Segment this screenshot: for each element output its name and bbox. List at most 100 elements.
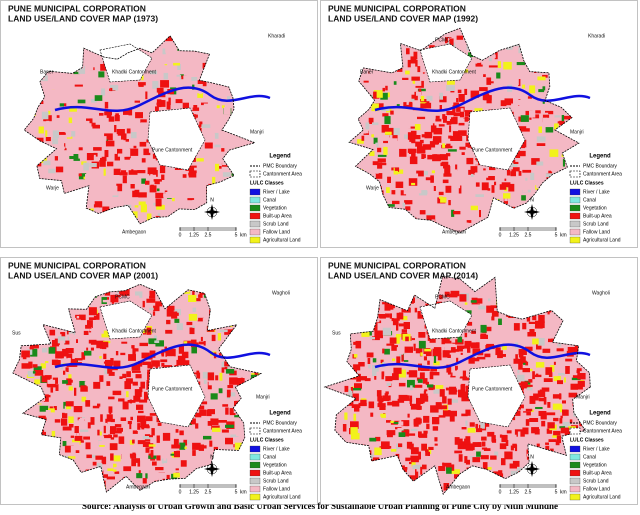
land-patch bbox=[149, 328, 158, 334]
land-patch bbox=[459, 146, 466, 150]
land-patch bbox=[446, 145, 453, 149]
land-patch bbox=[497, 175, 505, 182]
land-patch bbox=[128, 354, 136, 361]
land-patch bbox=[182, 353, 187, 358]
land-patch bbox=[518, 351, 524, 358]
land-patch bbox=[390, 170, 396, 177]
legend-label: Vegetation bbox=[263, 462, 287, 468]
land-patch bbox=[419, 139, 424, 144]
land-patch bbox=[443, 173, 452, 177]
land-patch bbox=[498, 318, 502, 325]
land-patch bbox=[211, 425, 220, 430]
place-label: Pune Cantonment bbox=[472, 386, 513, 392]
legend-label: Scrub Land bbox=[583, 478, 609, 484]
land-patch bbox=[93, 154, 96, 162]
land-patch bbox=[51, 430, 56, 439]
place-label: Kharadi bbox=[268, 33, 285, 39]
land-patch bbox=[192, 325, 196, 328]
land-patch bbox=[458, 122, 465, 126]
land-patch bbox=[397, 427, 404, 431]
land-patch bbox=[462, 345, 471, 349]
land-patch bbox=[376, 390, 382, 397]
land-patch bbox=[78, 468, 83, 472]
land-patch bbox=[434, 443, 438, 446]
land-patch bbox=[454, 136, 463, 141]
land-patch bbox=[480, 324, 487, 333]
legend-label: River / Lake bbox=[583, 446, 610, 452]
land-patch bbox=[512, 443, 517, 448]
land-patch bbox=[110, 453, 114, 461]
land-patch bbox=[176, 359, 184, 366]
land-patch bbox=[179, 442, 186, 450]
land-patch bbox=[394, 167, 399, 171]
north-label: N bbox=[530, 454, 534, 460]
land-patch bbox=[152, 87, 157, 91]
land-patch bbox=[519, 382, 524, 385]
land-patch bbox=[138, 82, 146, 86]
land-patch bbox=[380, 359, 384, 364]
land-patch bbox=[512, 167, 520, 172]
legend-cantonment-swatch bbox=[249, 427, 261, 435]
land-patch bbox=[48, 110, 51, 115]
land-patch bbox=[121, 95, 130, 103]
land-patch bbox=[216, 332, 219, 336]
land-patch bbox=[149, 185, 157, 193]
land-patch bbox=[494, 181, 497, 186]
land-patch bbox=[499, 434, 503, 438]
land-patch bbox=[533, 334, 539, 342]
land-patch bbox=[454, 450, 463, 454]
land-patch bbox=[106, 381, 111, 386]
land-patch bbox=[384, 303, 391, 311]
land-patch bbox=[173, 62, 180, 66]
land-patch bbox=[52, 138, 59, 145]
land-patch bbox=[361, 350, 367, 359]
legend-swatch bbox=[569, 212, 581, 220]
land-patch bbox=[385, 85, 388, 91]
land-patch bbox=[361, 135, 365, 141]
land-patch bbox=[392, 358, 396, 362]
scale-label: 2.5 bbox=[205, 232, 212, 238]
land-patch bbox=[478, 305, 486, 310]
land-patch bbox=[164, 174, 167, 178]
land-patch bbox=[476, 342, 480, 346]
land-patch bbox=[353, 354, 358, 358]
land-patch bbox=[116, 129, 125, 135]
land-patch bbox=[377, 162, 383, 169]
land-patch bbox=[525, 360, 529, 366]
land-patch bbox=[486, 176, 495, 181]
land-patch bbox=[366, 352, 374, 358]
land-patch bbox=[102, 299, 110, 303]
land-patch bbox=[393, 81, 397, 85]
legend-swatch bbox=[249, 469, 261, 477]
land-patch bbox=[390, 392, 397, 395]
land-patch bbox=[225, 424, 234, 428]
land-patch bbox=[546, 412, 556, 416]
legend-label: Built-up Area bbox=[263, 470, 292, 476]
land-patch bbox=[433, 355, 437, 363]
land-patch bbox=[195, 412, 202, 418]
land-patch bbox=[569, 419, 573, 424]
land-patch bbox=[412, 173, 419, 181]
land-patch bbox=[81, 358, 90, 362]
land-patch bbox=[88, 339, 97, 345]
land-patch bbox=[80, 137, 89, 145]
land-patch bbox=[88, 317, 96, 320]
scale-label: 5 bbox=[555, 489, 558, 495]
land-patch bbox=[210, 133, 215, 141]
land-patch bbox=[435, 118, 442, 122]
land-patch bbox=[39, 383, 45, 386]
land-patch bbox=[486, 326, 492, 332]
land-patch bbox=[85, 174, 93, 181]
land-patch bbox=[440, 405, 448, 410]
land-patch bbox=[488, 54, 496, 59]
land-patch bbox=[407, 132, 412, 140]
land-patch bbox=[537, 76, 546, 81]
land-patch bbox=[198, 91, 202, 94]
land-patch bbox=[536, 136, 546, 142]
pmc-boundary bbox=[323, 275, 591, 496]
land-patch bbox=[123, 466, 132, 472]
land-patch bbox=[156, 87, 164, 93]
land-patch bbox=[150, 457, 156, 461]
land-patch bbox=[417, 50, 425, 59]
land-patch bbox=[390, 420, 395, 424]
